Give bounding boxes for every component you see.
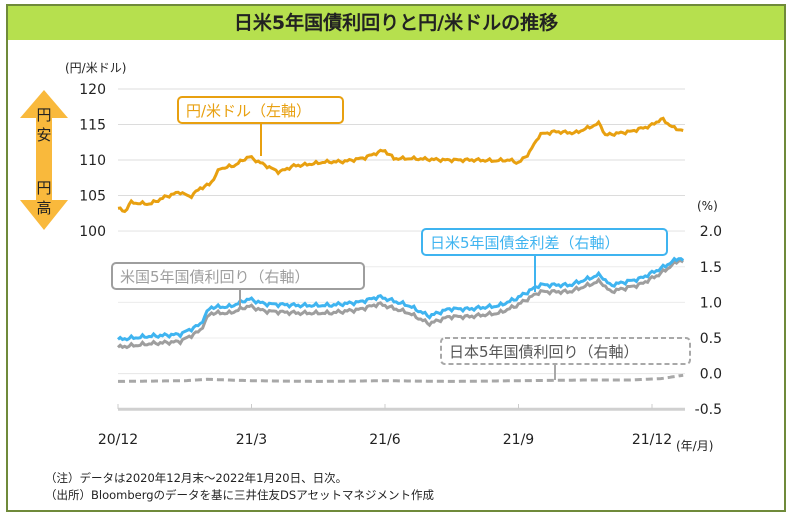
- x-tick-label: 21/3: [236, 432, 267, 448]
- yen-direction-arrow-icon: [20, 90, 68, 230]
- right-tick-label: 0.0: [700, 367, 722, 383]
- x-tick-label: 20/12: [98, 432, 138, 448]
- right-tick-label: 1.0: [700, 295, 722, 311]
- x-tick-label: 21/9: [503, 432, 534, 448]
- series-line-usdjpy: [117, 116, 684, 214]
- note-text: （注）データは2020年12月末～2022年1月20日、日次。: [45, 471, 348, 485]
- legend-us-yield-box: [111, 262, 365, 290]
- left-tick-label: 110: [79, 153, 106, 169]
- x-tick-label: 21/12: [632, 432, 672, 448]
- right-tick-label: 1.5: [700, 260, 722, 276]
- left-tick-label: 105: [79, 189, 106, 205]
- x-axis-unit: (年/月): [676, 439, 713, 453]
- legend-jp-yield-box: [440, 337, 691, 365]
- legend-usdjpy: 円/米ドル（左軸）: [186, 102, 311, 120]
- legend-us-yield: 米国5年国債利回り（右軸）: [120, 268, 310, 286]
- left-tick-label: 120: [79, 82, 106, 98]
- right-axis-unit: (%): [697, 199, 718, 213]
- legend-usdjpy-box: [177, 96, 344, 124]
- legend-spread-box: [421, 228, 668, 256]
- legend-spread: 日米5年国債金利差（右軸）: [430, 234, 620, 252]
- series-line-us-yield: [116, 259, 685, 350]
- source-text: （出所）Bloombergのデータを基に三井住友DSアセットマネジメント作成: [45, 488, 434, 502]
- left-tick-label: 115: [79, 118, 106, 134]
- right-tick-label: 0.5: [700, 331, 722, 347]
- chart-title: 日米5年国債利回りと円/米ドルの推移: [8, 6, 784, 40]
- series-line-jp-yield: [118, 373, 684, 383]
- arrow-label-down: 円: [36, 179, 51, 197]
- x-tick-label: 21/6: [369, 432, 401, 448]
- right-tick-label: -0.5: [695, 402, 722, 418]
- arrow-label-up: 安: [36, 126, 51, 144]
- left-axis-unit: (円/米ドル): [65, 61, 126, 75]
- series-line-spread: [117, 256, 685, 342]
- arrow-label-up: 円: [36, 106, 51, 124]
- right-tick-label: 2.0: [700, 224, 722, 240]
- arrow-label-down: 高: [36, 199, 51, 217]
- legend-jp-yield: 日本5年国債利回り（右軸）: [449, 343, 639, 361]
- left-tick-label: 100: [79, 224, 106, 240]
